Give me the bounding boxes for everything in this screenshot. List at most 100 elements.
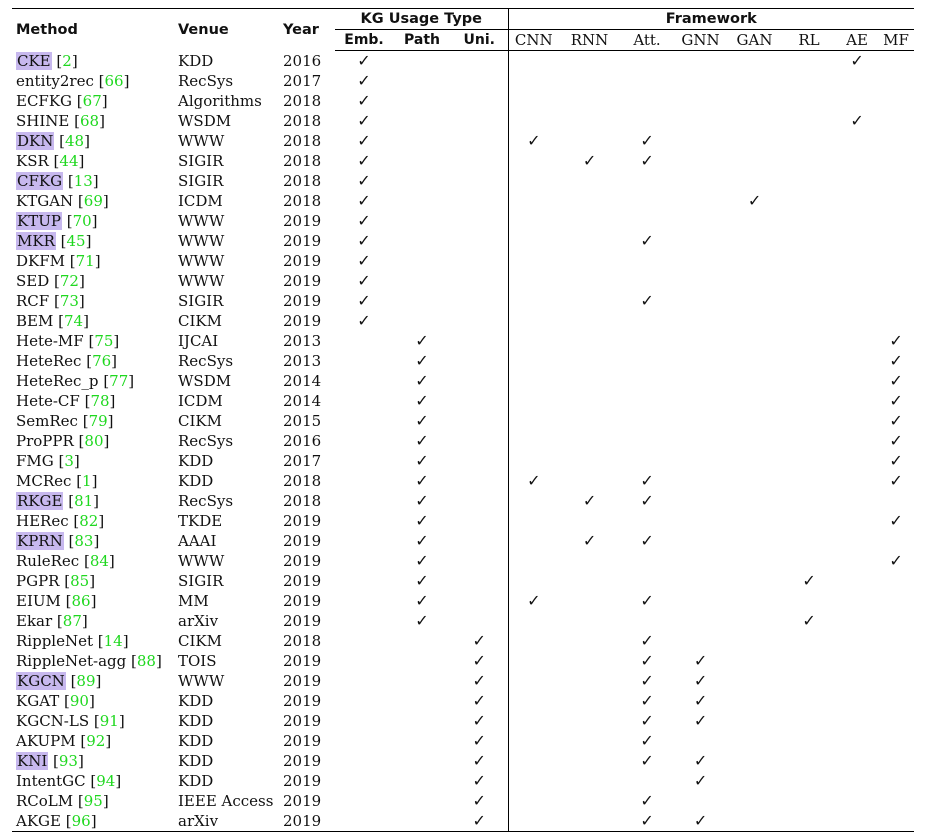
table-row: HERec [82] TKDE 2019 ✓ ✓ [12, 511, 914, 531]
citation-link[interactable]: 71 [75, 252, 95, 270]
method-name: RippleNet-agg [16, 652, 127, 670]
mark-cell [727, 251, 782, 271]
citation-link[interactable]: 72 [59, 272, 79, 290]
citation-link[interactable]: 3 [64, 452, 74, 470]
citation-link[interactable]: 44 [59, 152, 79, 170]
method-name: ProPPR [16, 432, 74, 450]
mark-cell [727, 751, 782, 771]
mark-cell: ✓ [393, 471, 451, 491]
mark-cell: ✓ [451, 711, 509, 731]
citation-link[interactable]: 48 [64, 132, 85, 150]
checkmark-icon: ✓ [357, 211, 371, 230]
mark-cell [620, 251, 674, 271]
citation-link[interactable]: 91 [99, 712, 119, 730]
venue-cell: TKDE [178, 512, 223, 530]
citation-link[interactable]: 68 [79, 112, 100, 130]
checkmark-icon: ✓ [640, 471, 654, 490]
mark-cell [674, 71, 727, 91]
citation-link[interactable]: 88 [136, 652, 156, 670]
citation-link[interactable]: 87 [62, 612, 82, 630]
mark-cell [878, 191, 914, 211]
checkmark-icon: ✓ [357, 131, 371, 150]
method-name: KGCN-LS [16, 712, 90, 730]
mark-cell [782, 511, 836, 531]
citation-link[interactable]: 82 [79, 512, 99, 530]
checkmark-icon: ✓ [640, 291, 654, 310]
citation-link[interactable]: 76 [92, 352, 112, 370]
citation-link[interactable]: 96 [71, 812, 91, 830]
citation-link[interactable]: 70 [72, 212, 92, 230]
citation-link[interactable]: 1 [82, 472, 92, 490]
mark-cell [674, 171, 727, 191]
mark-cell [559, 291, 620, 311]
citation-link[interactable]: 94 [96, 772, 116, 790]
subheader-framework-4: GAN [727, 29, 783, 51]
venue-cell: WWW [178, 132, 225, 150]
citation-link[interactable]: 93 [58, 752, 78, 770]
venue-cell: CIKM [178, 412, 222, 430]
citation-link[interactable]: 92 [86, 732, 106, 750]
mark-cell [508, 731, 559, 751]
mark-cell [393, 711, 451, 731]
mark-cell [836, 311, 878, 331]
citation-link[interactable]: 95 [83, 792, 103, 810]
mark-cell [508, 331, 559, 351]
table-row: Hete-CF [78] ICDM 2014 ✓ ✓ [12, 391, 914, 411]
mark-cell [620, 71, 674, 91]
mark-cell [393, 51, 451, 72]
mark-cell [878, 731, 914, 751]
checkmark-icon: ✓ [415, 491, 429, 510]
citation-link[interactable]: 66 [104, 72, 124, 90]
mark-cell [335, 351, 393, 371]
checkmark-icon: ✓ [357, 311, 371, 330]
mark-cell: ✓ [878, 331, 914, 351]
mark-cell: ✓ [335, 311, 393, 331]
mark-cell: ✓ [335, 111, 393, 131]
year-cell: 2019 [283, 232, 322, 250]
citation-link[interactable]: 74 [63, 312, 84, 330]
table-row: RuleRec [84] WWW 2019 ✓ ✓ [12, 551, 914, 571]
citation-link[interactable]: 2 [62, 51, 72, 70]
mark-cell [508, 391, 559, 411]
table-row: KGCN [89] WWW 2019 ✓ ✓ ✓ [12, 671, 914, 691]
mark-cell [508, 651, 559, 671]
citation-link[interactable]: 78 [90, 392, 110, 410]
citation-link[interactable]: 83 [74, 532, 94, 550]
mark-cell: ✓ [393, 331, 451, 351]
mark-cell [335, 811, 393, 832]
mark-cell [782, 351, 836, 371]
citation-link[interactable]: 67 [82, 92, 102, 110]
citation-link[interactable]: 77 [109, 372, 129, 390]
subheader-framework-2: Att. [620, 29, 675, 51]
mark-cell [508, 111, 559, 131]
citation-link[interactable]: 86 [71, 592, 91, 610]
citation-link[interactable]: 73 [59, 292, 79, 310]
citation-link[interactable]: 80 [84, 432, 104, 450]
citation-link[interactable]: 69 [83, 192, 103, 210]
year-cell: 2019 [283, 692, 322, 710]
mark-cell [559, 271, 620, 291]
mark-cell: ✓ [674, 751, 727, 771]
checkmark-icon: ✓ [415, 611, 429, 630]
citation-link[interactable]: 75 [94, 332, 114, 350]
citation-link[interactable]: 81 [74, 492, 94, 510]
venue-cell: SIGIR [178, 152, 224, 170]
citation-link[interactable]: 85 [70, 572, 90, 590]
citation-link[interactable]: 89 [76, 672, 96, 690]
citation-link[interactable]: 14 [103, 632, 123, 650]
method-name: Hete-CF [16, 392, 80, 410]
checkmark-icon: ✓ [889, 371, 903, 390]
mark-cell [508, 151, 559, 171]
year-cell: 2019 [283, 212, 322, 230]
citation-link[interactable]: 45 [66, 232, 86, 250]
mark-cell: ✓ [335, 231, 393, 251]
method-name: HERec [16, 512, 69, 530]
citation-link[interactable]: 84 [89, 552, 109, 570]
citation-link[interactable]: 13 [73, 172, 93, 190]
mark-cell [451, 191, 509, 211]
mark-cell: ✓ [451, 811, 509, 832]
venue-cell: WWW [178, 232, 225, 250]
citation-link[interactable]: 79 [88, 412, 108, 430]
mark-cell [782, 111, 836, 131]
citation-link[interactable]: 90 [69, 692, 89, 710]
